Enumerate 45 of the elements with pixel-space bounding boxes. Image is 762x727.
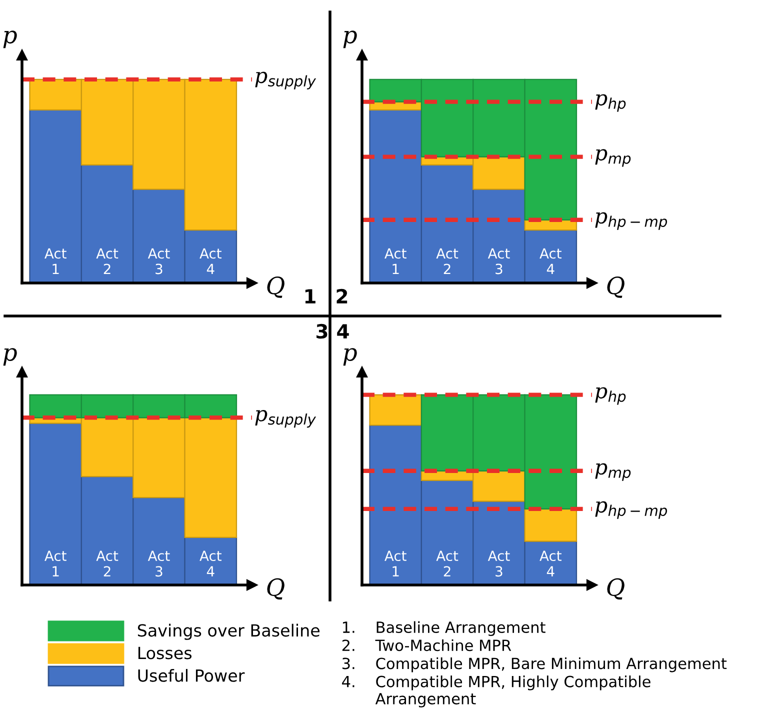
y-axis-title: p xyxy=(3,30,17,48)
text: 4. Compatible MPR, Highly Compatible Arrangement xyxy=(342,676,650,708)
bar xyxy=(369,394,422,426)
x-tick-label: Act 2 xyxy=(96,248,118,274)
x-axis-title: Q xyxy=(607,276,624,298)
x-axis-title: Q xyxy=(607,578,624,600)
text: 2 xyxy=(336,288,348,304)
legend-label: Useful Power xyxy=(138,668,245,682)
ref-line-label: p$_{hp}$ xyxy=(595,387,626,405)
x-tick-label: Act 2 xyxy=(96,550,118,576)
text: 3. Compatible MPR, Bare Minimum Arrangement xyxy=(342,657,727,672)
x-tick-label: Act 1 xyxy=(384,248,406,274)
y-axis-title: p xyxy=(343,30,357,48)
text: 1 xyxy=(305,289,316,304)
ref-line-label: p$_{hp−mp}$ xyxy=(595,212,668,230)
text: 1. Baseline Arrangement xyxy=(342,621,546,636)
ref-line-label: p$_{hp−mp}$ xyxy=(595,501,668,519)
ref-line-label: p$_{supply}$ xyxy=(255,410,316,428)
x-tick-label: Act 4 xyxy=(200,248,222,274)
y-axis-title: p xyxy=(343,348,357,366)
legend-label: Losses xyxy=(138,646,192,660)
x-tick-label: Act 3 xyxy=(148,248,170,274)
x-tick-label: Act 4 xyxy=(200,550,222,576)
ref-line-label: p$_{mp}$ xyxy=(595,463,631,481)
x-tick-label: Act 4 xyxy=(540,550,562,576)
text: 3 xyxy=(316,324,328,339)
x-tick-label: Act 1 xyxy=(44,248,66,274)
text: 2. Two-Machine MPR xyxy=(342,639,512,652)
legend-label: Savings over Baseline xyxy=(138,624,320,640)
x-tick-label: Act 4 xyxy=(540,248,562,274)
bar xyxy=(524,508,578,542)
x-axis-title: Q xyxy=(267,276,284,298)
x-tick-label: Act 2 xyxy=(436,550,458,576)
x-tick-label: Act 1 xyxy=(44,550,66,576)
ref-line-label: p$_{supply}$ xyxy=(255,72,316,90)
x-tick-label: Act 2 xyxy=(436,248,458,274)
text: 4 xyxy=(337,324,349,338)
x-axis-title: Q xyxy=(267,578,284,600)
x-tick-label: Act 3 xyxy=(148,550,170,577)
x-tick-label: Act 3 xyxy=(488,248,510,274)
ref-line-label: p$_{hp}$ xyxy=(595,94,626,112)
ref-line-label: p$_{mp}$ xyxy=(595,149,631,167)
x-tick-label: Act 1 xyxy=(384,550,406,576)
x-tick-label: Act 3 xyxy=(488,550,510,577)
y-axis-title: p xyxy=(3,348,17,366)
